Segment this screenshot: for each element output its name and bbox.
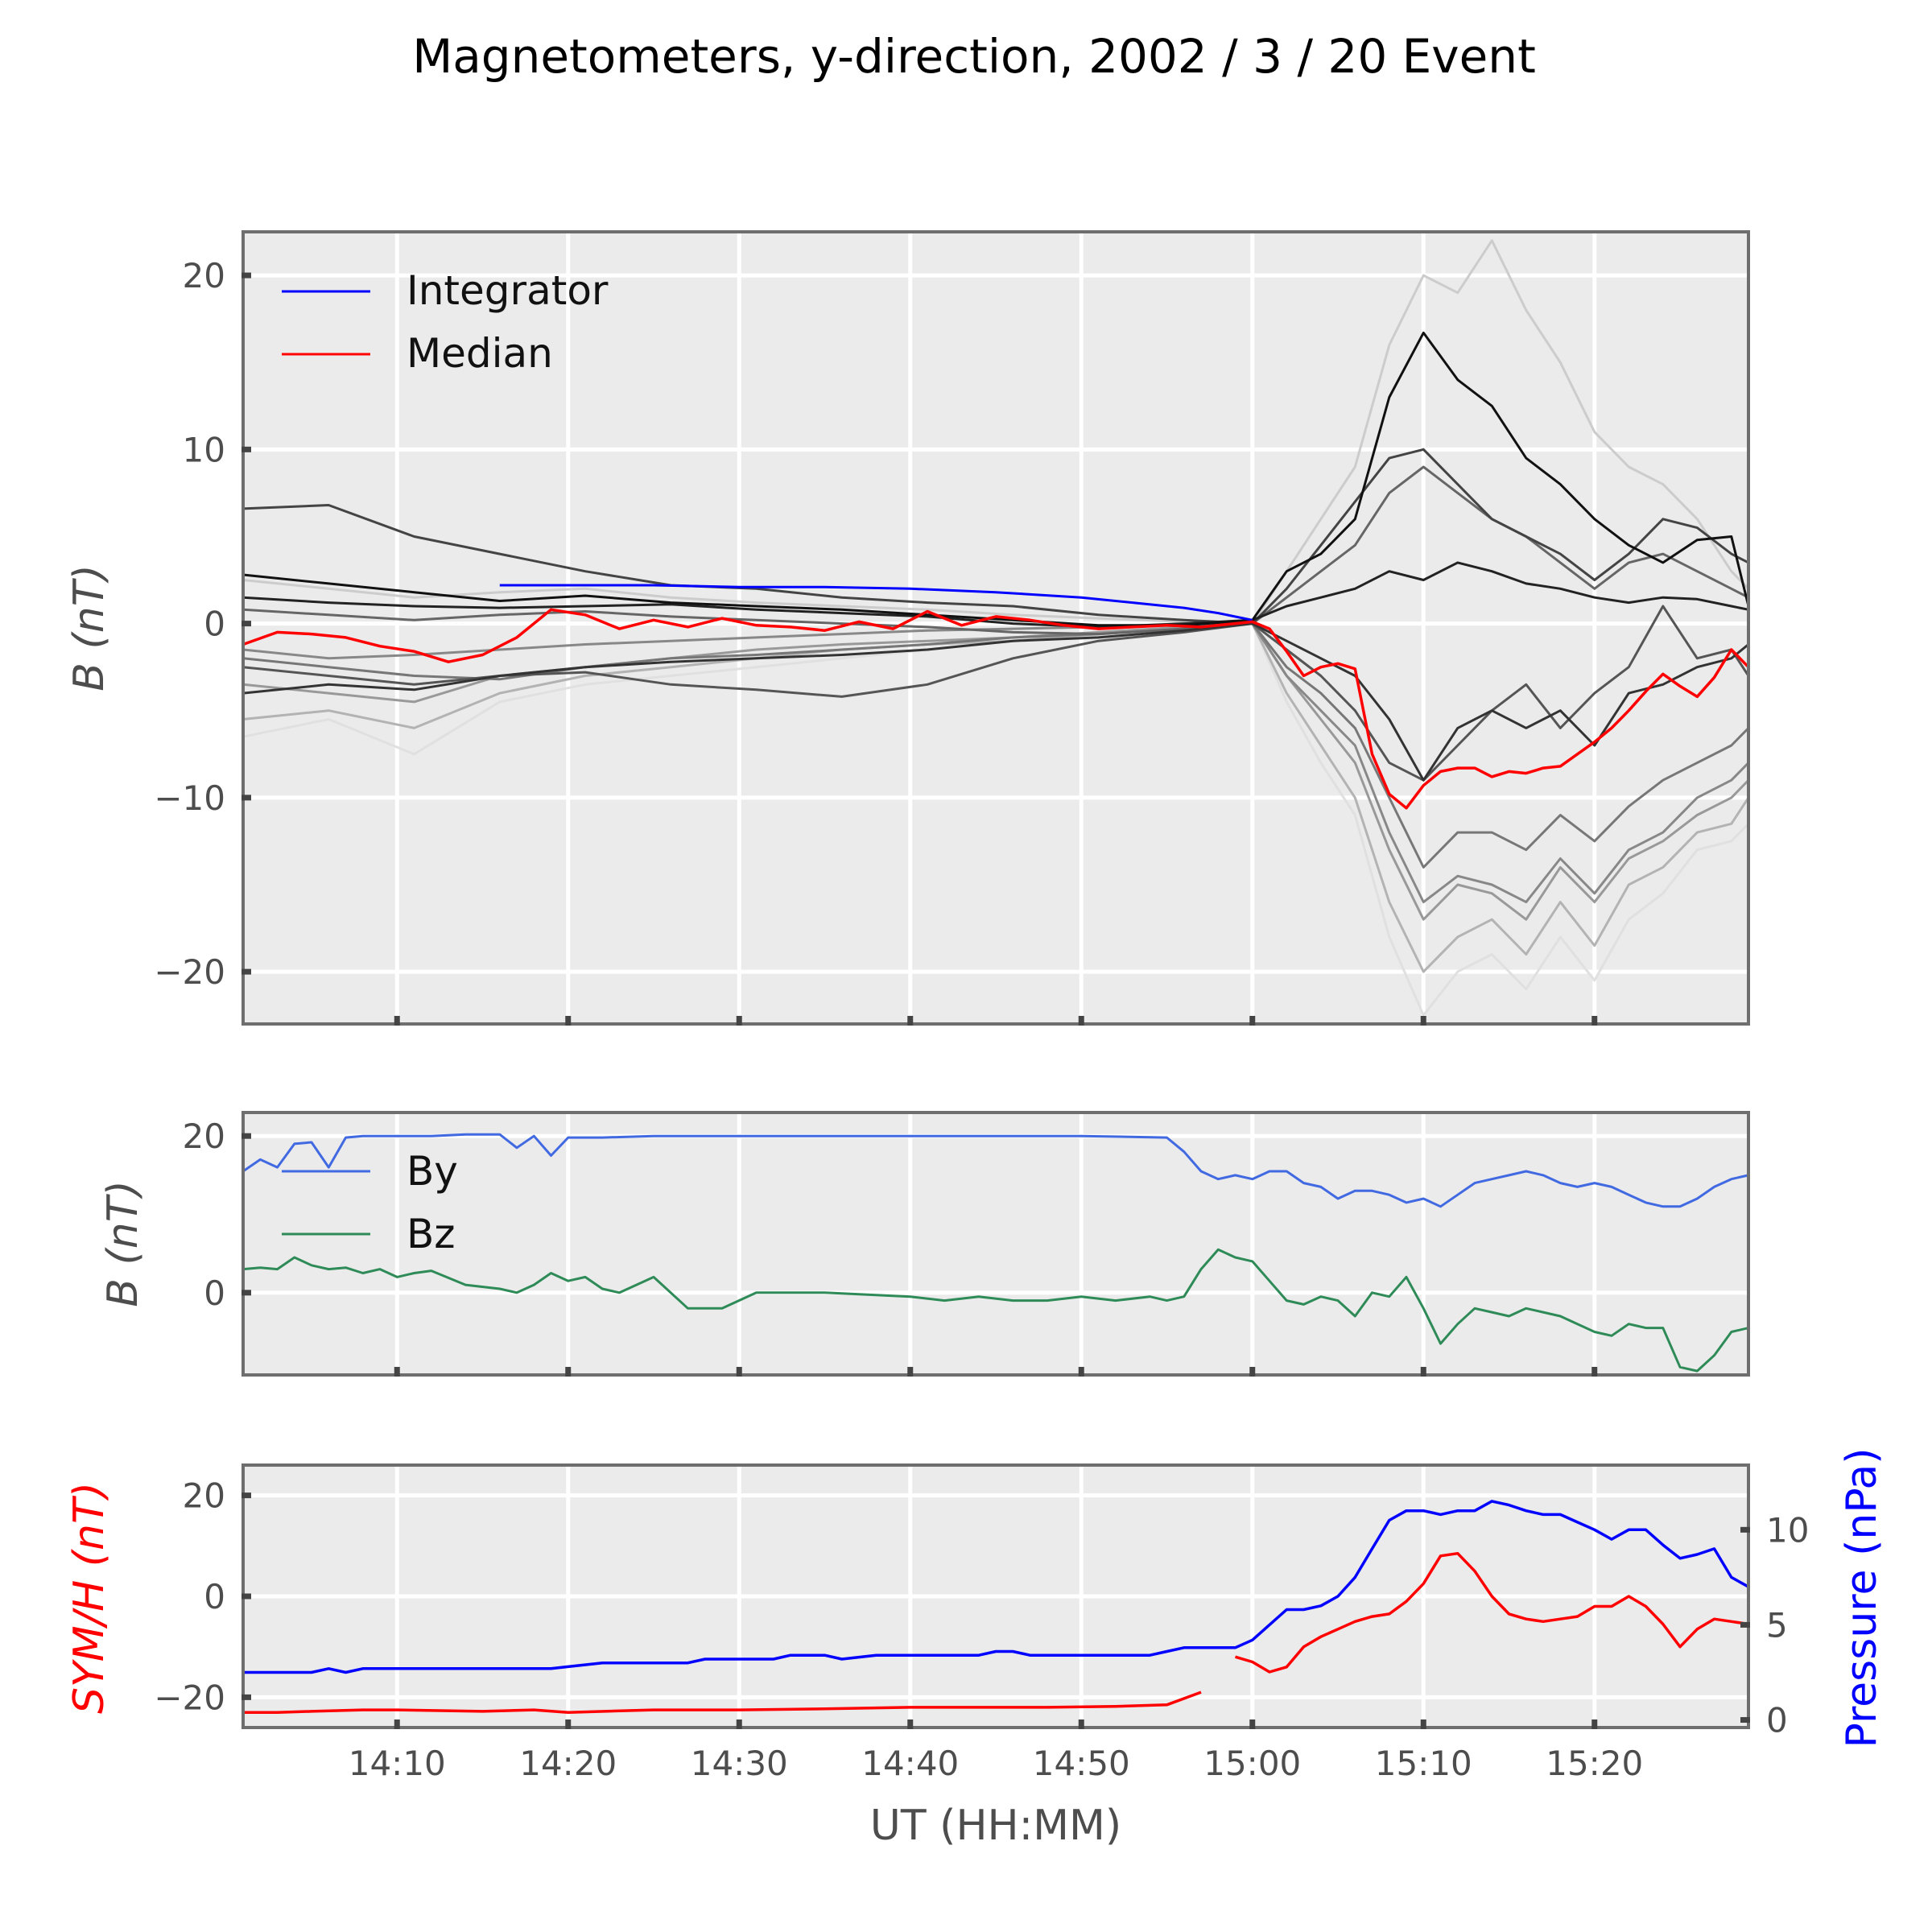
station-line (242, 622, 1750, 869)
top-lines (242, 239, 1750, 1017)
station-line (242, 239, 1750, 625)
x-tick-label: 14:50 (1033, 1744, 1130, 1783)
top-legend: Integrator Median (282, 267, 609, 377)
middle-ticks: 0 20 (183, 1117, 1598, 1377)
symh-line (243, 1690, 1202, 1714)
bot-ytick-right-label: 0 (1766, 1701, 1788, 1740)
middle-panel: 0 20 B (nT) By Bz (99, 1111, 1750, 1377)
legend-label-integrator: Integrator (407, 267, 609, 314)
station-line (242, 465, 1749, 636)
x-tick-label: 15:20 (1546, 1744, 1643, 1783)
bottom-grid (243, 1465, 1748, 1728)
mid-ytick-label: 20 (183, 1117, 225, 1156)
middle-ylabel: B (nT) (99, 1180, 147, 1307)
top-grid (243, 232, 1748, 1024)
x-axis-label: UT (HH:MM) (870, 1802, 1121, 1850)
middle-panel-frame (242, 1111, 1750, 1377)
x-tick-label: 15:10 (1375, 1744, 1472, 1783)
x-tick-label: 14:10 (349, 1744, 446, 1783)
median-line (242, 608, 1750, 810)
top-ticks: −20 −10 0 10 20 (154, 256, 1598, 1026)
x-tick-label: 15:00 (1203, 1744, 1301, 1783)
station-line (242, 622, 1749, 782)
middle-panel-background (243, 1113, 1748, 1375)
bot-ytick-right-label: 10 (1766, 1510, 1809, 1550)
bot-ytick-label: 0 (204, 1577, 225, 1616)
bot-ytick-label: −20 (154, 1678, 225, 1717)
top-panel-frame (242, 230, 1750, 1026)
station-line (242, 448, 1749, 625)
legend-label-by: By (407, 1148, 458, 1195)
bot-ytick-label: 20 (183, 1476, 225, 1516)
bottom-panel: −20 0 20 0 5 10 14:10 14:20 14:30 14:40 14:50 15:00… (65, 1448, 1886, 1851)
bottom-ylabel-pressure: Pressure (nPa) (1838, 1448, 1886, 1748)
legend-label-bz: Bz (407, 1211, 456, 1257)
pressure-line (243, 1500, 1749, 1674)
bottom-lines (243, 1500, 1749, 1714)
symh-line (1235, 1551, 1749, 1674)
station-line (242, 605, 1750, 782)
top-ytick-label: 20 (183, 256, 225, 295)
station-line (242, 622, 1750, 973)
top-ylabel: B (nT) (65, 564, 114, 691)
top-ytick-label: 0 (204, 605, 225, 644)
top-ytick-label: −20 (154, 952, 225, 992)
top-panel: −20 −10 0 10 20 B (nT) Integrator Median (65, 230, 1750, 1026)
top-ytick-label: 10 (183, 430, 225, 469)
mid-ytick-label: 0 (204, 1274, 225, 1313)
bottom-ylabel-symh: SYM/H (nT) (65, 1482, 114, 1714)
x-tick-label: 14:30 (691, 1744, 788, 1783)
figure-title: Magnetometers, y-direction, 2002 / 3 / 2… (412, 29, 1536, 84)
middle-legend: By Bz (282, 1148, 458, 1257)
station-line (242, 561, 1749, 629)
station-line (242, 622, 1750, 904)
x-tick-label: 14:40 (861, 1744, 959, 1783)
top-ytick-label: −10 (154, 778, 225, 818)
bottom-ticks: −20 0 20 0 5 10 14:10 14:20 14:30 14:40 14:50 15:00… (154, 1476, 1809, 1783)
station-line (242, 331, 1750, 627)
top-panel-background (243, 232, 1748, 1024)
integrator-line (499, 584, 1253, 621)
by-line (242, 1133, 1749, 1208)
x-tick-label: 14:20 (519, 1744, 617, 1783)
middle-lines (242, 1133, 1749, 1373)
station-line (242, 622, 1750, 1017)
bot-ytick-right-label: 5 (1766, 1605, 1788, 1645)
legend-label-median: Median (407, 330, 553, 377)
bz-line (242, 1248, 1749, 1373)
